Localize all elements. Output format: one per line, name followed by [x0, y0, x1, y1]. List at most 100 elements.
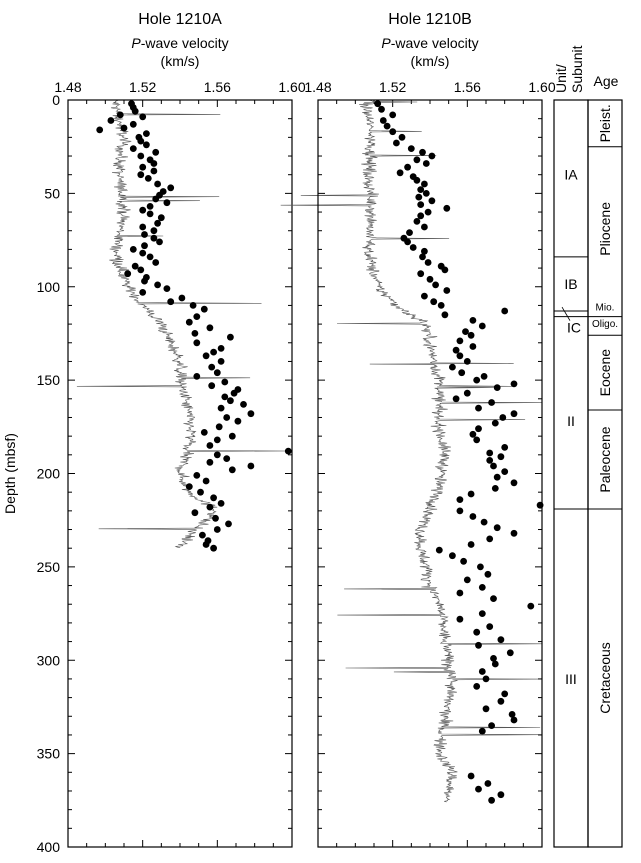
core-velocity-point [493, 524, 501, 532]
core-velocity-point [469, 513, 477, 520]
core-velocity-point [157, 214, 165, 222]
y-tick-label: 0 [52, 92, 60, 108]
core-velocity-point [208, 382, 216, 390]
core-velocity-point [413, 176, 421, 184]
core-velocity-point [486, 623, 494, 630]
core-velocity-point [210, 544, 218, 552]
core-velocity-point [419, 148, 426, 156]
core-velocity-point [200, 305, 208, 313]
core-velocity-point [415, 193, 423, 201]
unit-label: III [565, 671, 577, 687]
core-velocity-point [484, 570, 492, 578]
core-velocity-point [497, 453, 505, 461]
core-velocity-point [206, 503, 214, 511]
core-velocity-point [527, 602, 535, 610]
core-velocity-point [409, 244, 417, 251]
core-velocity-point [191, 509, 199, 517]
core-velocity-point [404, 163, 411, 171]
core-velocity-point [137, 137, 145, 145]
core-velocity-point [217, 500, 225, 507]
core-velocity-point [508, 711, 516, 718]
core-velocity-point [467, 772, 475, 780]
core-velocity-point [210, 494, 218, 502]
unit-header-line1: Unit/ [553, 64, 569, 93]
core-velocity-point [426, 275, 434, 283]
x-tick-label: 1.48 [304, 79, 331, 95]
core-velocity-point [379, 117, 387, 124]
core-velocity-point [490, 655, 497, 662]
core-velocity-point [131, 262, 139, 270]
x-tick-label: 1.60 [528, 79, 555, 95]
core-velocity-point [215, 423, 223, 431]
x-axis-label: P-wave velocity [381, 35, 478, 51]
unit-label: II [567, 413, 575, 429]
core-velocity-point [462, 328, 469, 335]
age-label: Pleist. [597, 104, 613, 142]
core-velocity-point [469, 343, 477, 350]
core-velocity-point [383, 122, 391, 130]
core-velocity-point [469, 317, 477, 324]
core-velocity-point [217, 358, 225, 365]
core-velocity-point [193, 313, 201, 320]
core-velocity-point [486, 449, 494, 457]
core-velocity-point [510, 410, 518, 418]
core-velocity-point [146, 210, 154, 218]
core-velocity-point [206, 324, 214, 332]
core-velocity-point [419, 253, 426, 261]
core-velocity-point [146, 253, 154, 261]
core-velocity-point [443, 204, 451, 212]
core-velocity-point [389, 111, 397, 119]
core-velocity-point [491, 660, 499, 668]
core-velocity-point [482, 705, 490, 713]
core-velocity-point [417, 186, 425, 194]
core-velocity-point [417, 201, 425, 209]
core-velocity-point [152, 148, 160, 156]
core-velocity-point [163, 285, 171, 292]
core-velocity-point [452, 346, 460, 354]
core-velocity-point [467, 541, 475, 548]
core-velocity-point [227, 333, 234, 341]
core-velocity-point [202, 352, 210, 360]
x-axis-label: P-wave velocity [131, 35, 228, 51]
core-velocity-point [473, 683, 481, 690]
core-velocity-point [221, 378, 229, 386]
core-velocity-point [421, 292, 428, 300]
core-velocity-point [107, 117, 115, 124]
core-velocity-point [437, 302, 445, 309]
core-velocity-point [490, 462, 497, 470]
core-velocity-point [406, 229, 413, 237]
core-velocity-point [456, 615, 464, 623]
core-velocity-point [208, 363, 216, 371]
core-velocity-point [154, 219, 162, 227]
unit-label: IA [564, 167, 578, 183]
unit-label: IB [564, 276, 577, 292]
core-velocity-point [141, 277, 148, 285]
core-velocity-point [413, 218, 421, 225]
core-velocity-point [456, 589, 464, 597]
core-velocity-point [228, 432, 236, 440]
core-velocity-point [490, 595, 497, 602]
y-tick-label: 400 [37, 839, 61, 855]
core-velocity-point [143, 141, 150, 149]
core-velocity-point [146, 203, 154, 210]
core-velocity-point [441, 266, 449, 274]
core-velocity-point [449, 363, 456, 371]
unit-header-line2: Subunit [569, 45, 585, 93]
core-velocity-point [139, 289, 147, 296]
core-velocity-point [197, 488, 204, 496]
core-velocity-point [189, 302, 197, 309]
age-label: Eocene [597, 349, 613, 397]
core-velocity-point [467, 490, 475, 498]
core-velocity-point [124, 270, 132, 278]
unit-column-frame [553, 99, 589, 848]
stratigraphy-column: Unit/Subunit AgeIAIBICIIIIIPleist.Pliocen… [553, 45, 623, 848]
core-velocity-point [213, 451, 221, 459]
y-tick-label: 200 [37, 466, 61, 482]
age-label-small: Mio. [596, 302, 615, 313]
core-velocity-point [413, 156, 421, 164]
core-velocity-point [488, 796, 495, 804]
core-velocity-point [480, 373, 488, 380]
core-velocity-point [501, 444, 509, 451]
core-velocity-point [225, 520, 232, 528]
core-velocity-point [497, 697, 505, 705]
